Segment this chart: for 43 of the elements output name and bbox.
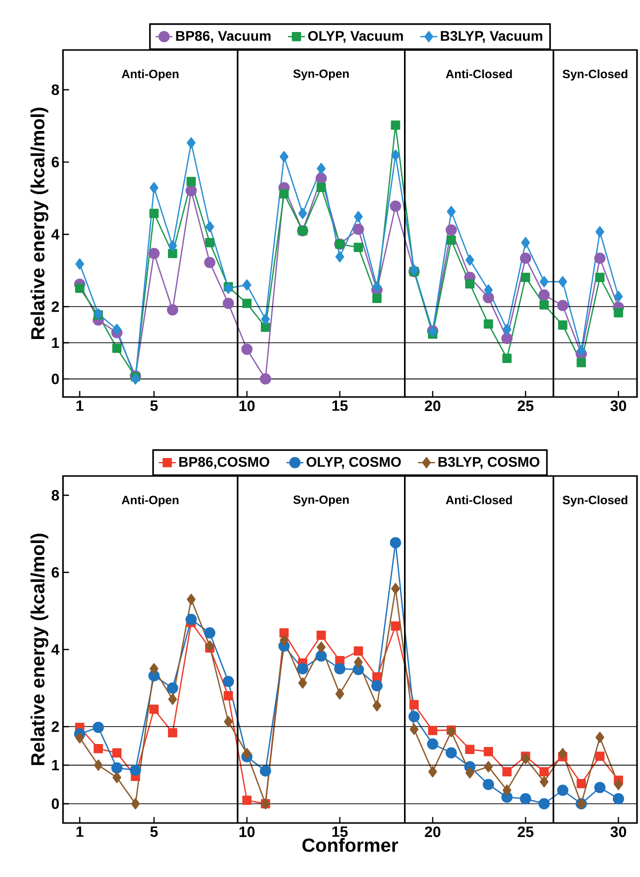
y-tick-label: 8 xyxy=(52,84,60,96)
x-tick-label: 5 xyxy=(150,400,158,411)
y-tick-label: 4 xyxy=(51,644,60,655)
x-tick-label: 30 xyxy=(610,400,626,412)
annotation: Syn-Closed xyxy=(562,69,628,81)
legend-label: OLYP, Vacuum xyxy=(308,30,403,43)
x-tick-label: 15 xyxy=(332,826,348,837)
y-tick-label: 0 xyxy=(52,374,59,384)
y-tick-label: 1 xyxy=(52,760,60,770)
x-tick-label: 5 xyxy=(150,826,158,837)
x-tick-label: 10 xyxy=(240,826,255,838)
annotation: Anti-Closed xyxy=(446,69,512,78)
legend-label: B3LYP, Vacuum xyxy=(440,30,542,43)
y-axis-title: Relative energy (kcal/mol) xyxy=(30,108,48,340)
x-tick-label: 1 xyxy=(76,826,84,837)
y-axis-title: Relative energy (kcal/mol) xyxy=(30,534,48,766)
x-tick-label: 10 xyxy=(240,400,255,412)
annotation: Anti-Open xyxy=(122,69,178,81)
x-tick-label: 25 xyxy=(518,826,534,838)
y-tick-label: 0 xyxy=(52,798,59,810)
legend-label: BP86,COSMO xyxy=(179,456,270,469)
annotation: Syn-Open xyxy=(293,495,349,506)
y-tick-label: 6 xyxy=(52,156,59,168)
x-tick-label: 30 xyxy=(610,826,626,838)
y-tick-label: 2 xyxy=(52,721,59,732)
x-tick-label: 20 xyxy=(424,400,440,412)
legend-label: OLYP, COSMO xyxy=(306,456,401,469)
x-axis-title: Conformer xyxy=(302,838,398,852)
y-tick-label: 8 xyxy=(52,490,60,501)
annotation: Anti-Closed xyxy=(446,495,512,504)
y-tick-label: 4 xyxy=(51,229,60,240)
x-tick-label: 25 xyxy=(518,400,534,412)
annotation: Anti-Open xyxy=(122,495,178,507)
y-tick-label: 6 xyxy=(52,567,59,578)
legend-label: BP86, Vacuum xyxy=(176,30,271,43)
y-tick-label: 1 xyxy=(52,338,60,348)
annotation: Syn-Open xyxy=(293,69,349,80)
x-tick-label: 20 xyxy=(424,826,440,838)
x-tick-label: 1 xyxy=(76,400,84,411)
legend-label: B3LYP, COSMO xyxy=(438,456,540,469)
y-tick-label: 2 xyxy=(52,301,59,312)
x-tick-label: 15 xyxy=(332,400,348,411)
annotation: Syn-Closed xyxy=(562,495,628,507)
